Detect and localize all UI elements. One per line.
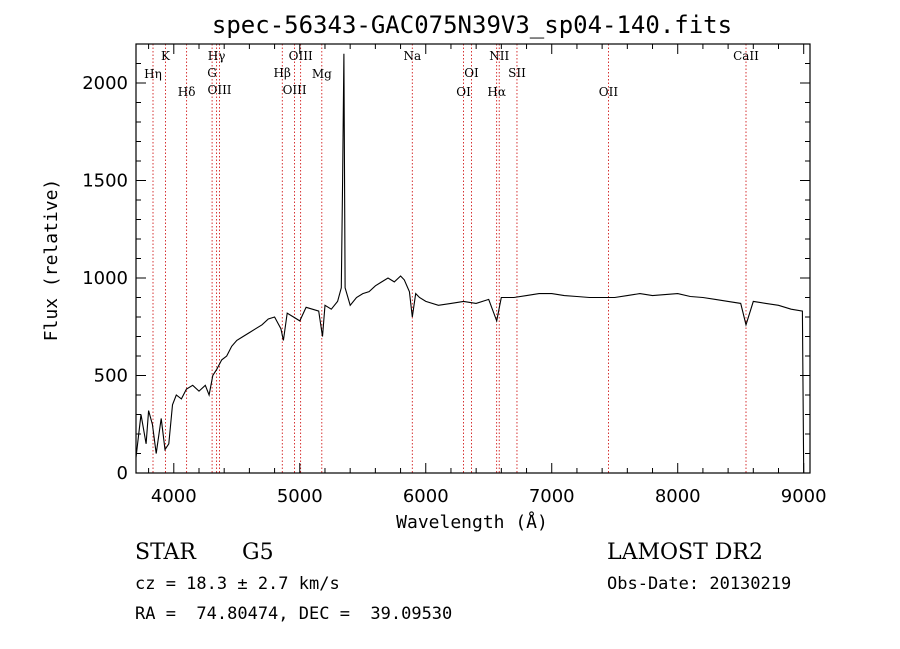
spectral-line-label: Hγ bbox=[208, 49, 226, 63]
y-tick-label: 500 bbox=[94, 366, 128, 387]
spectral-line-label: SII bbox=[508, 66, 526, 80]
x-tick-label: 5000 bbox=[277, 486, 323, 507]
observation-date: Obs-Date: 20130219 bbox=[607, 574, 792, 594]
y-tick-label: 2000 bbox=[82, 73, 128, 94]
spectral-line-label: Na bbox=[403, 49, 421, 63]
y-axis-label: Flux (relative) bbox=[41, 179, 62, 342]
y-tick-label: 1500 bbox=[82, 171, 128, 192]
y-tick-label: 0 bbox=[117, 463, 128, 484]
y-tick-label: 1000 bbox=[82, 268, 128, 289]
chart-title: spec-56343-GAC075N39V3_sp04-140.fits bbox=[212, 11, 732, 39]
spectral-line-label: NII bbox=[489, 49, 509, 63]
axis-ticks: 4000 5000 6000 7000 8000 9000 0 500 1000 1500 2000 bbox=[82, 44, 827, 507]
spectral-line-label: G bbox=[207, 66, 217, 80]
spectral-line-label: OIII bbox=[207, 83, 231, 97]
spectral-line-label: Mg bbox=[312, 67, 332, 81]
survey-name: LAMOST DR2 bbox=[607, 540, 763, 565]
x-tick-label: 4000 bbox=[151, 486, 197, 507]
spectral-line-label: Hβ bbox=[274, 66, 291, 80]
spectrum-series bbox=[135, 53, 805, 474]
coordinates-readout: RA = 74.80474, DEC = 39.09530 bbox=[135, 604, 453, 624]
x-axis-label: Wavelength (Å) bbox=[396, 511, 548, 533]
spectral-line-label: K bbox=[161, 49, 171, 63]
redshift-readout: cz = 18.3 ± 2.7 km/s bbox=[135, 574, 340, 594]
x-tick-label: 7000 bbox=[529, 486, 575, 507]
object-subclass: G5 bbox=[242, 540, 274, 565]
plot-axes bbox=[135, 43, 811, 474]
spectral-line-label: CaII bbox=[733, 49, 759, 63]
x-tick-label: 9000 bbox=[781, 486, 827, 507]
spectral-line-label: Hη bbox=[144, 67, 162, 81]
spectral-line-label: Hδ bbox=[178, 85, 196, 99]
spectrum-plot: spec-56343-GAC075N39V3_sp04-140.fits Hη K… bbox=[41, 11, 827, 533]
spectral-line-label: OIII bbox=[289, 49, 313, 63]
spectral-line-label: Hα bbox=[487, 85, 506, 99]
x-tick-label: 6000 bbox=[403, 486, 449, 507]
spectral-line-label: OII bbox=[599, 85, 619, 99]
spectrum-line bbox=[135, 53, 805, 474]
spectral-line-label: OIII bbox=[283, 83, 307, 97]
plot-frame bbox=[135, 43, 811, 474]
spectral-line-label: OI bbox=[456, 85, 471, 99]
x-tick-label: 8000 bbox=[655, 486, 701, 507]
object-class: STAR bbox=[135, 540, 196, 565]
spectral-line-label: OI bbox=[464, 66, 479, 80]
